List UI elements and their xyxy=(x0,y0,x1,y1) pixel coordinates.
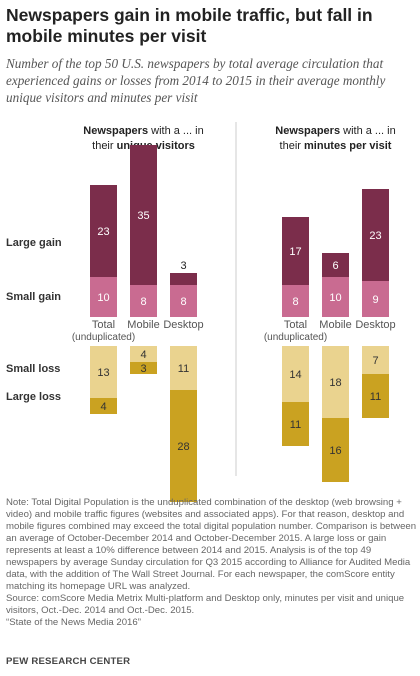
category-label-p0-c0: Total xyxy=(92,319,115,331)
bar-large-gain-p0-c1 xyxy=(130,145,157,285)
bar-small-gain-p1-c2 xyxy=(362,281,389,317)
bar-small-loss-p0-c2 xyxy=(170,346,197,390)
label-small-loss-p0-c1: 4 xyxy=(140,349,146,361)
bar-large-gain-p1-c1 xyxy=(322,253,349,277)
bar-large-gain-p0-c0 xyxy=(90,185,117,277)
row-label-0: Large gain xyxy=(6,237,62,249)
label-small-loss-p1-c1: 18 xyxy=(329,377,341,389)
bar-large-loss-p0-c1 xyxy=(130,362,157,374)
bar-small-gain-p0-c0 xyxy=(90,277,117,317)
bar-small-gain-p1-c1 xyxy=(322,277,349,317)
bar-large-gain-p1-c0 xyxy=(282,217,309,285)
bar-small-loss-p1-c1 xyxy=(322,346,349,418)
category-label-p0-c2: Desktop xyxy=(163,319,203,331)
category-label-p1-c0: Total xyxy=(284,319,307,331)
panel-header-line2-1: their minutes per visit xyxy=(280,140,392,152)
panel-header-1: Newspapers with a ... in xyxy=(275,125,395,137)
bar-large-loss-p1-c2 xyxy=(362,374,389,418)
row-label-1: Small gain xyxy=(6,291,61,303)
category-sublabel-p0-c0: (unduplicated) xyxy=(72,332,135,343)
bar-small-loss-p1-c0 xyxy=(282,346,309,402)
category-label-p0-c1: Mobile xyxy=(127,319,159,331)
bar-small-gain-p1-c0 xyxy=(282,285,309,317)
label-large-loss-p0-c2: 28 xyxy=(177,441,189,453)
category-label-p1-c1: Mobile xyxy=(319,319,351,331)
panel-header-0: Newspapers with a ... in xyxy=(83,125,203,137)
bar-large-loss-p0-c0 xyxy=(90,398,117,414)
label-large-loss-p1-c0: 11 xyxy=(290,419,301,431)
label-small-gain-p1-c1: 10 xyxy=(329,292,341,304)
row-label-2: Small loss xyxy=(6,363,60,375)
label-small-loss-p1-c0: 14 xyxy=(289,369,301,381)
bar-large-loss-p1-c0 xyxy=(282,402,309,446)
label-large-loss-p1-c1: 16 xyxy=(329,445,341,457)
label-small-gain-p1-c0: 8 xyxy=(292,296,298,308)
label-large-loss-p0-c0: 4 xyxy=(100,401,106,413)
chart-notes: Note: Total Digital Population is the un… xyxy=(6,497,418,629)
bar-small-loss-p1-c2 xyxy=(362,346,389,374)
label-large-gain-p0-c1: 35 xyxy=(137,210,149,222)
bar-large-loss-p0-c2 xyxy=(170,390,197,502)
bar-small-loss-p0-c0 xyxy=(90,346,117,398)
label-large-gain-p1-c2: 23 xyxy=(369,230,381,242)
note-text: Note: Total Digital Population is the un… xyxy=(6,497,417,592)
label-large-loss-p0-c1: 3 xyxy=(140,363,146,375)
bar-large-gain-p1-c2 xyxy=(362,189,389,281)
bar-large-gain-p0-c2 xyxy=(170,273,197,285)
bar-small-gain-p0-c1 xyxy=(130,285,157,317)
row-label-3: Large loss xyxy=(6,391,61,403)
bar-large-loss-p1-c1 xyxy=(322,418,349,482)
category-sublabel-p1-c0: (unduplicated) xyxy=(264,332,327,343)
label-large-loss-p1-c2: 11 xyxy=(370,391,381,403)
bar-small-gain-p0-c2 xyxy=(170,285,197,317)
chart-subtitle: Number of the top 50 U.S. newspapers by … xyxy=(6,56,386,105)
label-small-gain-p0-c0: 10 xyxy=(97,292,109,304)
label-small-loss-p1-c2: 7 xyxy=(372,355,378,367)
chart-title: Newspapers gain in mobile traffic, but f… xyxy=(6,5,373,46)
label-small-loss-p0-c2: 11 xyxy=(178,363,189,375)
source-text: Source: comScore Media Metrix Multi-plat… xyxy=(6,593,405,616)
label-small-gain-p0-c1: 8 xyxy=(140,296,146,308)
label-large-gain-p0-c0: 23 xyxy=(97,226,109,238)
label-small-gain-p1-c2: 9 xyxy=(372,294,378,306)
label-small-gain-p0-c2: 8 xyxy=(180,296,186,308)
label-large-gain-p1-c1: 6 xyxy=(332,260,338,272)
category-label-p1-c2: Desktop xyxy=(355,319,395,331)
footer-credit: PEW RESEARCH CENTER xyxy=(6,656,131,667)
label-large-gain-p0-c2: 3 xyxy=(180,260,186,272)
label-large-gain-p1-c0: 17 xyxy=(289,246,301,258)
bar-small-loss-p0-c1 xyxy=(130,346,157,362)
report-text: “State of the News Media 2016” xyxy=(6,617,141,628)
label-small-loss-p0-c0: 13 xyxy=(97,367,109,379)
